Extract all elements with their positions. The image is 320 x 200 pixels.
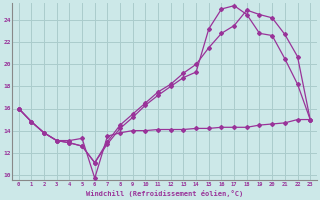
X-axis label: Windchill (Refroidissement éolien,°C): Windchill (Refroidissement éolien,°C) [86,190,243,197]
